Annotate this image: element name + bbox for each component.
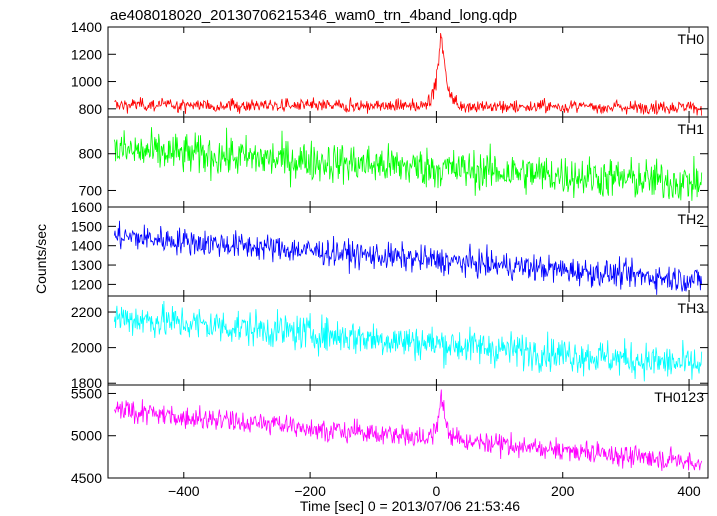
panels-group: 800 1000 1200 1400 TH0 700 800 TH1 1200 1300 1400 1… <box>71 19 709 499</box>
y-tick-label-TH2-1400: 1400 <box>71 238 102 254</box>
x-tick-label-0: 0 <box>433 483 441 499</box>
panel-label-TH2: TH2 <box>678 211 705 227</box>
y-axis-label: Counts/sec <box>33 224 49 294</box>
x-tick-label--200: −200 <box>294 483 326 499</box>
panel-label-TH0123: TH0123 <box>654 389 704 405</box>
y-tick-label-TH0123-4500: 4500 <box>71 470 102 486</box>
series-line-TH2 <box>113 220 703 295</box>
chart-title: ae408018020_20130706215346_wam0_trn_4ban… <box>110 7 517 24</box>
y-tick-label-TH0-1000: 1000 <box>71 74 102 90</box>
y-tick-label-TH0123-5500: 5500 <box>71 385 102 401</box>
panel-label-TH3: TH3 <box>678 300 705 316</box>
y-tick-label-TH1-800: 800 <box>79 146 103 162</box>
y-tick-label-TH3-2200: 2200 <box>71 304 102 320</box>
y-tick-label-TH0-1400: 1400 <box>71 19 102 35</box>
y-tick-label-TH2-1200: 1200 <box>71 276 102 292</box>
y-tick-label-TH3-2000: 2000 <box>71 340 102 356</box>
y-tick-label-TH0-800: 800 <box>79 101 103 117</box>
y-tick-label-TH3-1800: 1800 <box>71 375 102 391</box>
series-line-TH3 <box>113 300 703 382</box>
y-tick-label-TH2-1600: 1600 <box>71 199 102 215</box>
y-tick-label-TH0123-5000: 5000 <box>71 428 102 444</box>
x-tick-label-400: 400 <box>677 483 701 499</box>
series-line-TH0123 <box>113 389 703 472</box>
panel-frame-TH0123 <box>107 384 709 479</box>
y-tick-label-TH0-1200: 1200 <box>71 46 102 62</box>
y-tick-label-TH2-1500: 1500 <box>71 218 102 234</box>
y-tick-label-TH1-700: 700 <box>79 182 103 198</box>
series-line-TH1 <box>113 127 703 201</box>
series-line-TH0 <box>114 33 703 116</box>
x-tick-label-200: 200 <box>551 483 575 499</box>
x-tick-label--400: −400 <box>168 483 200 499</box>
x-axis-label: Time [sec] 0 = 2013/07/06 21:53:46 <box>300 498 520 514</box>
panel-label-TH0: TH0 <box>678 31 705 47</box>
y-tick-label-TH2-1300: 1300 <box>71 257 102 273</box>
panel-label-TH1: TH1 <box>678 121 705 137</box>
